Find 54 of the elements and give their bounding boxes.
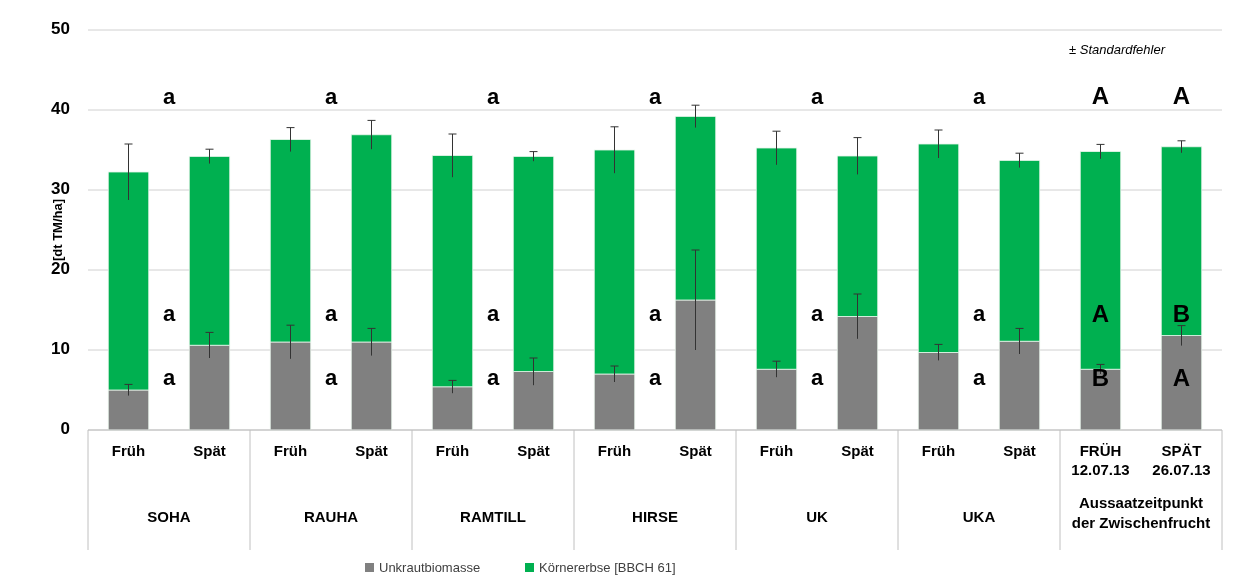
annotation: a: [972, 301, 986, 327]
x-tick-label: Spät: [679, 442, 712, 459]
annotation: a: [162, 83, 176, 109]
y-tick-label: 10: [51, 339, 70, 359]
x-tick-label: Spät: [355, 442, 388, 459]
text: UK: [806, 508, 828, 525]
text: HIRSE: [632, 508, 678, 525]
x-tick-label: Früh: [111, 442, 146, 459]
annotation: a: [972, 365, 986, 391]
x-tick-label: FRÜH 12.07.13: [1071, 442, 1130, 478]
annotation: a: [972, 83, 986, 109]
annotation: a: [648, 365, 662, 391]
annotation: A: [1091, 299, 1110, 327]
text: Aussaatzeitpunkt der Zwischenfrucht: [1071, 494, 1211, 531]
annotation: a: [810, 301, 824, 327]
x-tick-label: Früh: [921, 442, 956, 459]
annotation: a: [162, 301, 176, 327]
annotation: a: [324, 83, 338, 109]
x-tick-label: Spät: [517, 442, 550, 459]
annotation: a: [324, 301, 338, 327]
y-axis-title: [dt TM/ha]: [50, 198, 65, 262]
legend-label: Körnererbse [BBCH 61]: [539, 560, 676, 575]
text: SOHA: [147, 508, 191, 525]
x-tick-label: SPÄT 26.07.13: [1152, 442, 1211, 478]
annotation: B: [1091, 363, 1110, 391]
text: RAUHA: [303, 508, 359, 525]
annotation: a: [648, 301, 662, 327]
annotation: a: [486, 83, 500, 109]
annotation: ± Standardfehler: [1068, 42, 1166, 57]
annotation: a: [486, 301, 500, 327]
x-tick-label: Spät: [1003, 442, 1036, 459]
y-tick-label: 50: [51, 19, 70, 39]
x-tick-label: Früh: [273, 442, 308, 459]
x-tick-label: Spät: [193, 442, 226, 459]
y-tick-label: 30: [51, 179, 70, 199]
y-tick-label: 40: [51, 99, 70, 119]
annotation: a: [486, 365, 500, 391]
annotation: a: [162, 365, 176, 391]
legend-label: Unkrautbiomasse: [379, 560, 481, 575]
annotation: a: [810, 83, 824, 109]
text: RAMTILL: [460, 508, 526, 525]
annotation: A: [1091, 82, 1110, 110]
annotation: A: [1172, 363, 1191, 391]
y-tick-label: 0: [60, 419, 70, 439]
x-tick-label: Früh: [435, 442, 470, 459]
annotation: A: [1172, 82, 1191, 110]
annotation: a: [324, 365, 338, 391]
annotation: a: [648, 83, 662, 109]
x-tick-label: Spät: [841, 442, 874, 459]
x-tick-label: Früh: [759, 442, 794, 459]
text: UKA: [962, 508, 996, 525]
x-tick-label: Früh: [597, 442, 632, 459]
annotation: B: [1172, 299, 1191, 327]
annotation: a: [810, 365, 824, 391]
